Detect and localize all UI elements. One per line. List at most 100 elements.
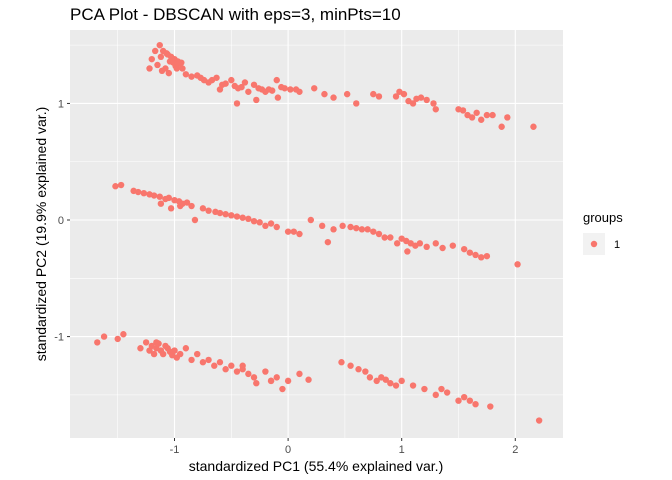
data-point (205, 207, 212, 214)
data-point (478, 116, 485, 123)
data-point (216, 209, 224, 217)
data-point (134, 188, 142, 196)
data-point (159, 350, 167, 358)
data-point (530, 123, 537, 130)
data-point (438, 385, 445, 393)
data-point (176, 350, 184, 358)
data-point (416, 240, 424, 247)
legend: groups 1 (583, 210, 623, 255)
data-point (307, 216, 315, 224)
data-point (238, 83, 245, 91)
data-point (167, 205, 175, 212)
data-point (154, 61, 161, 69)
data-point (279, 385, 286, 393)
data-point (478, 254, 485, 261)
data-point (153, 339, 160, 346)
data-point (150, 192, 158, 199)
data-point (253, 380, 260, 387)
data-point (460, 245, 468, 253)
data-point (472, 251, 479, 259)
data-point (473, 109, 480, 116)
data-point (338, 359, 345, 366)
data-point (366, 374, 374, 381)
data-point (347, 223, 354, 231)
data-points (94, 41, 543, 424)
data-point (146, 65, 153, 72)
data-point (460, 394, 468, 401)
data-point (387, 380, 394, 387)
data-point (239, 362, 246, 369)
data-point (165, 194, 173, 202)
data-point (362, 368, 369, 375)
data-point (183, 199, 191, 206)
data-point (194, 350, 201, 358)
data-point (191, 216, 199, 224)
data-point (432, 391, 439, 399)
data-point (400, 90, 408, 98)
data-point (274, 94, 282, 101)
x-axis-ticks: -1 0 1 2 (170, 438, 518, 456)
data-point (370, 90, 377, 98)
data-point (330, 226, 337, 233)
data-point (250, 81, 258, 88)
data-point (233, 100, 241, 107)
data-point (387, 234, 394, 241)
data-point (94, 339, 101, 346)
data-point (353, 100, 360, 107)
plot-panel (70, 30, 563, 438)
chart-title: PCA Plot - DBSCAN with eps=3, minPts=10 (70, 5, 401, 24)
data-point (373, 377, 380, 385)
data-point (158, 67, 166, 75)
data-point (339, 222, 346, 230)
data-point (222, 210, 229, 218)
data-point (268, 87, 276, 94)
data-point (182, 345, 190, 352)
data-point (514, 261, 521, 268)
data-point (370, 228, 377, 235)
data-point (472, 400, 479, 408)
data-point (466, 397, 474, 404)
data-point (483, 111, 491, 119)
data-point (358, 226, 366, 233)
x-tick-label: 1 (399, 444, 405, 456)
data-point (443, 389, 451, 396)
data-point (228, 362, 235, 369)
data-point (353, 224, 360, 232)
data-point (100, 333, 108, 340)
data-point (179, 65, 186, 72)
data-point (165, 69, 173, 77)
data-point (239, 214, 246, 221)
data-point (296, 88, 303, 95)
data-point (233, 213, 241, 220)
legend-title: groups (583, 210, 623, 225)
legend-key-point (590, 240, 598, 248)
data-point (392, 93, 400, 100)
data-point (455, 397, 462, 404)
data-point (205, 356, 212, 364)
data-point (296, 370, 303, 378)
data-point (176, 202, 184, 210)
data-point (216, 86, 224, 93)
data-point (375, 230, 383, 238)
data-point (375, 93, 383, 100)
data-point (250, 374, 258, 381)
data-point (163, 50, 170, 57)
data-point (417, 94, 425, 101)
data-point (281, 85, 288, 92)
data-point (343, 90, 351, 98)
data-point (157, 53, 165, 61)
data-point (114, 335, 121, 343)
data-point (466, 249, 474, 256)
data-point (398, 377, 405, 385)
data-point (262, 222, 269, 230)
data-point (150, 350, 158, 358)
data-point (245, 370, 252, 378)
data-point (284, 228, 292, 235)
data-point (199, 359, 207, 366)
y-axis-title: standardized PC2 (19.9% explained var.) (33, 107, 49, 361)
data-point (393, 240, 401, 247)
data-point (228, 212, 235, 219)
data-point (290, 228, 297, 235)
data-point (245, 215, 252, 223)
data-point (199, 205, 207, 212)
